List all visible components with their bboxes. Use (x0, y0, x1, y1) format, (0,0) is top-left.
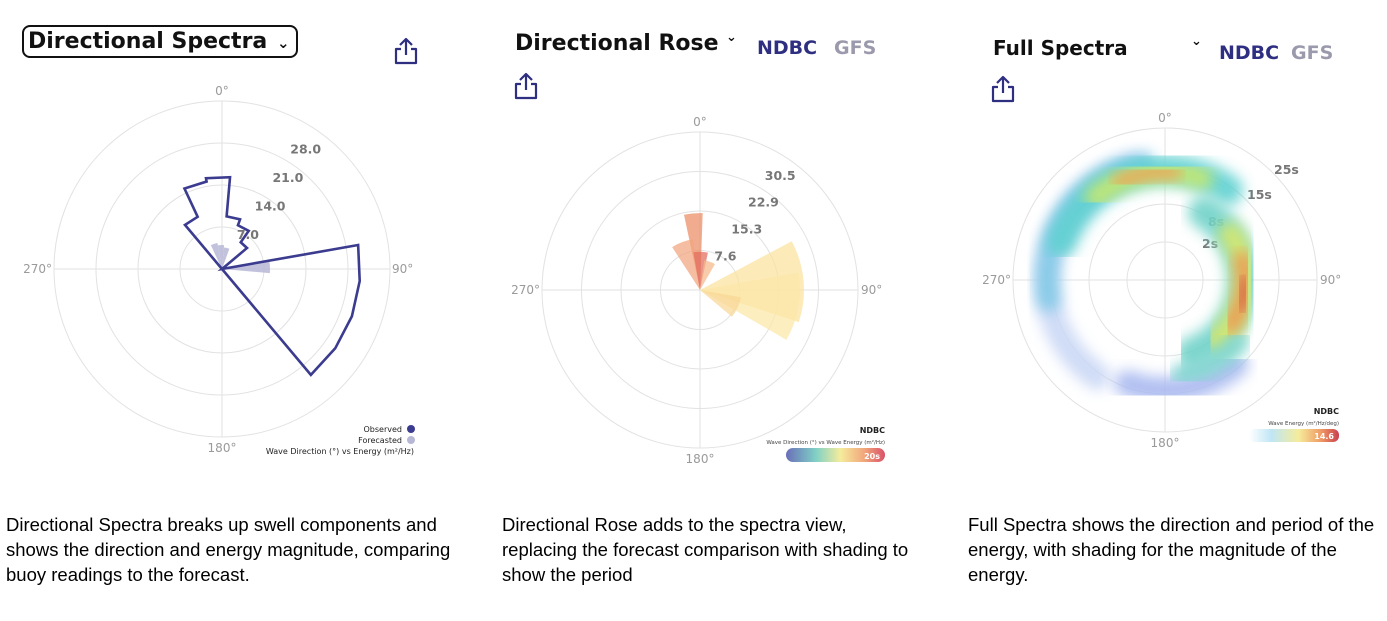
directional-rose-panel: Directional Rose ⌄ NDBC GFS 0° 90° 180° 270… (490, 0, 940, 621)
share-icon[interactable] (990, 74, 1016, 104)
angle-label: 180° (1151, 436, 1180, 450)
source-tab-gfs[interactable]: GFS (1291, 42, 1334, 64)
ring-label: 15.3 (731, 222, 762, 237)
legend-subtitle: Wave Energy (m²/Hz/deg) (1268, 420, 1339, 427)
chart-type-dropdown[interactable]: Full Spectra (993, 36, 1128, 60)
legend-observed-dot (407, 425, 415, 433)
angle-label: 0° (1158, 111, 1172, 125)
legend-color-bar (1249, 429, 1339, 442)
angle-label: 180° (686, 452, 715, 466)
legend-max-label: 20s (864, 452, 880, 461)
angle-label: 90° (392, 262, 413, 276)
energy-wedge (700, 260, 715, 290)
ring-label: 21.0 (272, 170, 303, 185)
source-tab-ndbc[interactable]: NDBC (1219, 42, 1280, 64)
angle-label: 0° (693, 115, 707, 129)
legend-forecasted-label: Forecasted (358, 436, 402, 445)
directional-spectra-panel: Directional Spectra ⌄ 0° 90° 180° 270° 7.0 14… (0, 0, 470, 621)
legend-max-label: 14.6 (1314, 432, 1334, 441)
energy-band (1114, 351, 1249, 403)
caption-text: Full Spectra shows the direction and per… (968, 514, 1375, 585)
angle-label: 90° (861, 283, 882, 297)
angle-label: 0° (215, 84, 229, 98)
dropdown-label: Full Spectra (993, 36, 1128, 60)
forecast-wedge (217, 245, 225, 269)
directional-spectra-chart: 0° 90° 180° 270° 7.0 14.0 21.0 28.0 Observed Fore… (23, 84, 415, 456)
dropdown-label: Directional Rose (515, 31, 719, 56)
directional-rose-chart: 0° 90° 180° 270° 7.6 15.3 22.9 30.5 NDBC Wave Dir… (511, 115, 885, 466)
chart-type-dropdown[interactable]: Directional Spectra ⌄ (22, 25, 298, 58)
ring-label: 22.9 (748, 195, 779, 210)
chart-type-dropdown[interactable]: Directional Rose (515, 31, 719, 56)
energy-band (1235, 275, 1250, 313)
source-tab-ndbc[interactable]: NDBC (757, 37, 818, 59)
ring-label: 28.0 (290, 141, 321, 156)
legend-observed-label: Observed (364, 425, 403, 434)
forecast-wedge (222, 247, 230, 269)
source-tab-gfs[interactable]: GFS (834, 37, 877, 59)
caption-text: Directional Rose adds to the spectra vie… (502, 514, 909, 585)
energy-band (1112, 165, 1182, 190)
legend-title: NDBC (860, 426, 885, 435)
angle-label: 270° (511, 283, 540, 297)
full-spectra-panel: Full Spectra ⌄ NDBC GFS 0° 90° 180° 270° 2s 8… (960, 0, 1387, 621)
ring-label: 25s (1274, 162, 1299, 177)
caption-text: Directional Spectra breaks up swell comp… (6, 514, 451, 585)
legend-color-bar (786, 448, 885, 462)
legend-forecasted-dot (407, 436, 415, 444)
ring-label: 7.0 (237, 227, 259, 242)
dropdown-label: Directional Spectra (28, 29, 268, 54)
chevron-down-icon: ⌄ (276, 34, 290, 52)
legend-caption: Wave Direction (°) vs Energy (m²/Hz) (266, 447, 414, 456)
ring-label: 15s (1247, 187, 1272, 202)
ring-label: 7.6 (714, 249, 736, 264)
energy-wedge (672, 239, 700, 290)
share-icon[interactable] (393, 36, 419, 66)
angle-label: 90° (1320, 273, 1341, 287)
legend-title: NDBC (1314, 407, 1339, 416)
chevron-down-icon[interactable]: ⌄ (726, 30, 737, 45)
angle-label: 270° (982, 273, 1011, 287)
angle-label: 270° (23, 262, 52, 276)
forecast-wedge (210, 243, 222, 269)
legend-subtitle: Wave Direction (°) vs Wave Energy (m²/Hz… (766, 439, 885, 446)
energy-band (1170, 330, 1250, 386)
angle-label: 180° (208, 441, 237, 455)
energy-wedge (700, 272, 800, 340)
ring-label: 14.0 (255, 198, 286, 213)
observed-outline (182, 175, 362, 377)
share-icon[interactable] (513, 71, 539, 101)
chevron-down-icon[interactable]: ⌄ (1191, 34, 1202, 49)
ring-label: 30.5 (765, 168, 796, 183)
energy-wedge (700, 290, 741, 317)
